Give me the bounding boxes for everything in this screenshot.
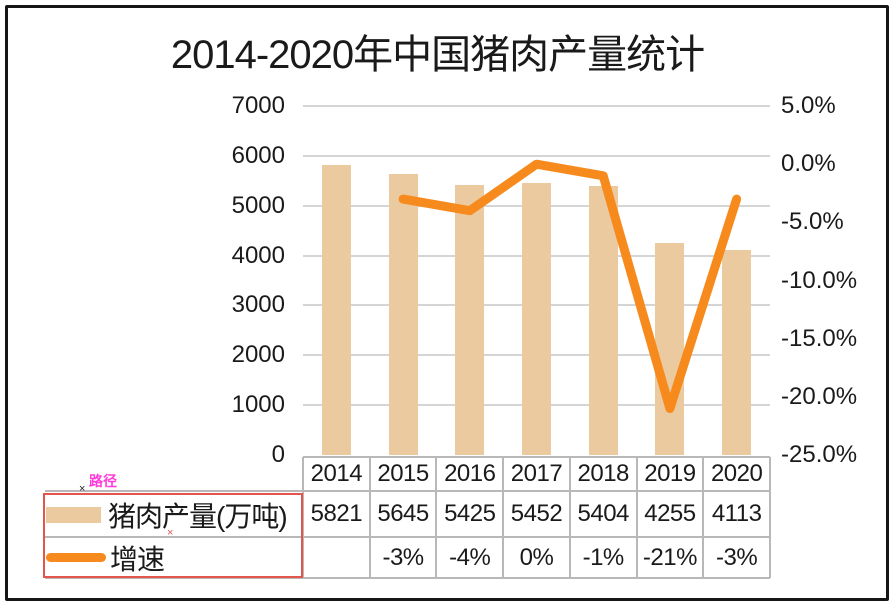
- bar-swatch-icon: [46, 506, 101, 523]
- table-year-cell: 2017: [510, 460, 563, 487]
- table-value-cell: -21%: [642, 543, 698, 571]
- legend-selection-box: [43, 493, 303, 578]
- table-value-cell: 5645: [377, 500, 429, 527]
- right-axis-tick: -10.0%: [781, 266, 858, 294]
- table-year-cell: 2015: [377, 460, 429, 487]
- table-column-border: [302, 457, 304, 578]
- legend-item-production: 猪肉产量(万吨): [46, 492, 302, 537]
- gridline: [303, 154, 770, 157]
- table-year-cell: 2020: [710, 460, 763, 487]
- bar: [455, 184, 485, 455]
- chart-title: 2014-2020年中国猪肉产量统计: [170, 33, 705, 77]
- table-value-cell: 5425: [444, 500, 496, 527]
- table-value-cell: -3%: [716, 543, 758, 571]
- table-value-cell: -1%: [582, 543, 625, 571]
- right-axis-tick: 5.0%: [781, 92, 836, 119]
- left-axis-tick: 0: [271, 441, 285, 468]
- table-column-border: [368, 457, 371, 578]
- table-year-cell: 2018: [577, 460, 630, 487]
- anchor-x-marker-middle: ×: [167, 527, 174, 539]
- bar: [321, 164, 351, 455]
- chart-outer-border: [5, 5, 889, 601]
- right-axis-tick: 0.0%: [781, 150, 836, 178]
- table-row-border: [45, 490, 770, 492]
- table-value-cell: -3%: [382, 543, 424, 571]
- right-axis-tick: -25.0%: [781, 441, 858, 468]
- table-year-cell: 2014: [310, 460, 363, 487]
- growth-line-path: [398, 159, 742, 413]
- table-row-border: [45, 536, 770, 538]
- growth-line: [398, 159, 742, 413]
- left-axis-tick: 5000: [231, 191, 285, 219]
- bar: [722, 249, 752, 455]
- table-column-border: [502, 457, 505, 578]
- table-value-cell: 4255: [644, 500, 696, 527]
- table-row-border: [45, 577, 770, 579]
- left-axis-tick: 2000: [231, 341, 285, 369]
- left-axis-tick: 3000: [231, 291, 285, 319]
- table-value-cell: 4113: [711, 500, 762, 527]
- right-axis-tick: -20.0%: [781, 382, 858, 410]
- left-axis-tick: 4000: [231, 241, 285, 269]
- table-row-border: [303, 456, 770, 458]
- table-column-border: [568, 457, 571, 578]
- table-column-border: [435, 457, 438, 578]
- table-value-cell: [303, 537, 370, 578]
- right-axis-tick: -5.0%: [781, 208, 844, 236]
- table-value-cell: 5821: [310, 500, 363, 527]
- table-column-border: [702, 457, 705, 578]
- legend-label-production: 猪肉产量(万吨): [108, 500, 288, 532]
- bar: [522, 183, 551, 455]
- bar: [588, 185, 618, 455]
- right-axis-tick: -15.0%: [781, 324, 858, 352]
- legend-label-growth: 增速: [110, 543, 165, 575]
- bar: [388, 173, 418, 455]
- table-column-border: [635, 457, 638, 578]
- path-annotation-label: 路径: [89, 473, 117, 489]
- left-axis-tick: 1000: [231, 391, 285, 419]
- gridline: [303, 105, 770, 107]
- table-year-cell: 2016: [444, 460, 496, 487]
- table-value-cell: 5452: [510, 500, 563, 527]
- table-value-cell: -4%: [449, 543, 491, 571]
- table-value-cell: 0%: [519, 543, 554, 571]
- left-axis-tick: 6000: [231, 141, 285, 169]
- left-axis-tick: 7000: [231, 92, 285, 119]
- table-year-cell: 2019: [644, 460, 696, 487]
- table-value-cell: 5404: [577, 500, 630, 527]
- line-swatch-icon: [46, 553, 106, 562]
- legend-item-growth: 增速: [46, 537, 302, 578]
- bar: [655, 242, 685, 455]
- anchor-x-marker-top: ×: [79, 483, 86, 495]
- table-column-border: [769, 457, 771, 578]
